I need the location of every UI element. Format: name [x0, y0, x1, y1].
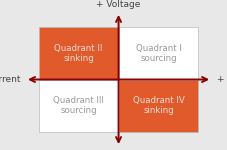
Bar: [39, 27, 118, 80]
Text: Quadrant IV
sinking: Quadrant IV sinking: [132, 96, 183, 116]
Bar: [118, 27, 197, 80]
Text: Quadrant III
sourcing: Quadrant III sourcing: [53, 96, 104, 116]
Text: Quadrant I
sourcing: Quadrant I sourcing: [135, 44, 181, 63]
Text: + Current: + Current: [216, 75, 227, 84]
Bar: [118, 80, 197, 132]
Bar: [39, 80, 118, 132]
Text: Quadrant II
sinking: Quadrant II sinking: [54, 44, 102, 63]
Text: + Voltage: + Voltage: [96, 0, 140, 9]
Text: − Current: − Current: [0, 75, 20, 84]
